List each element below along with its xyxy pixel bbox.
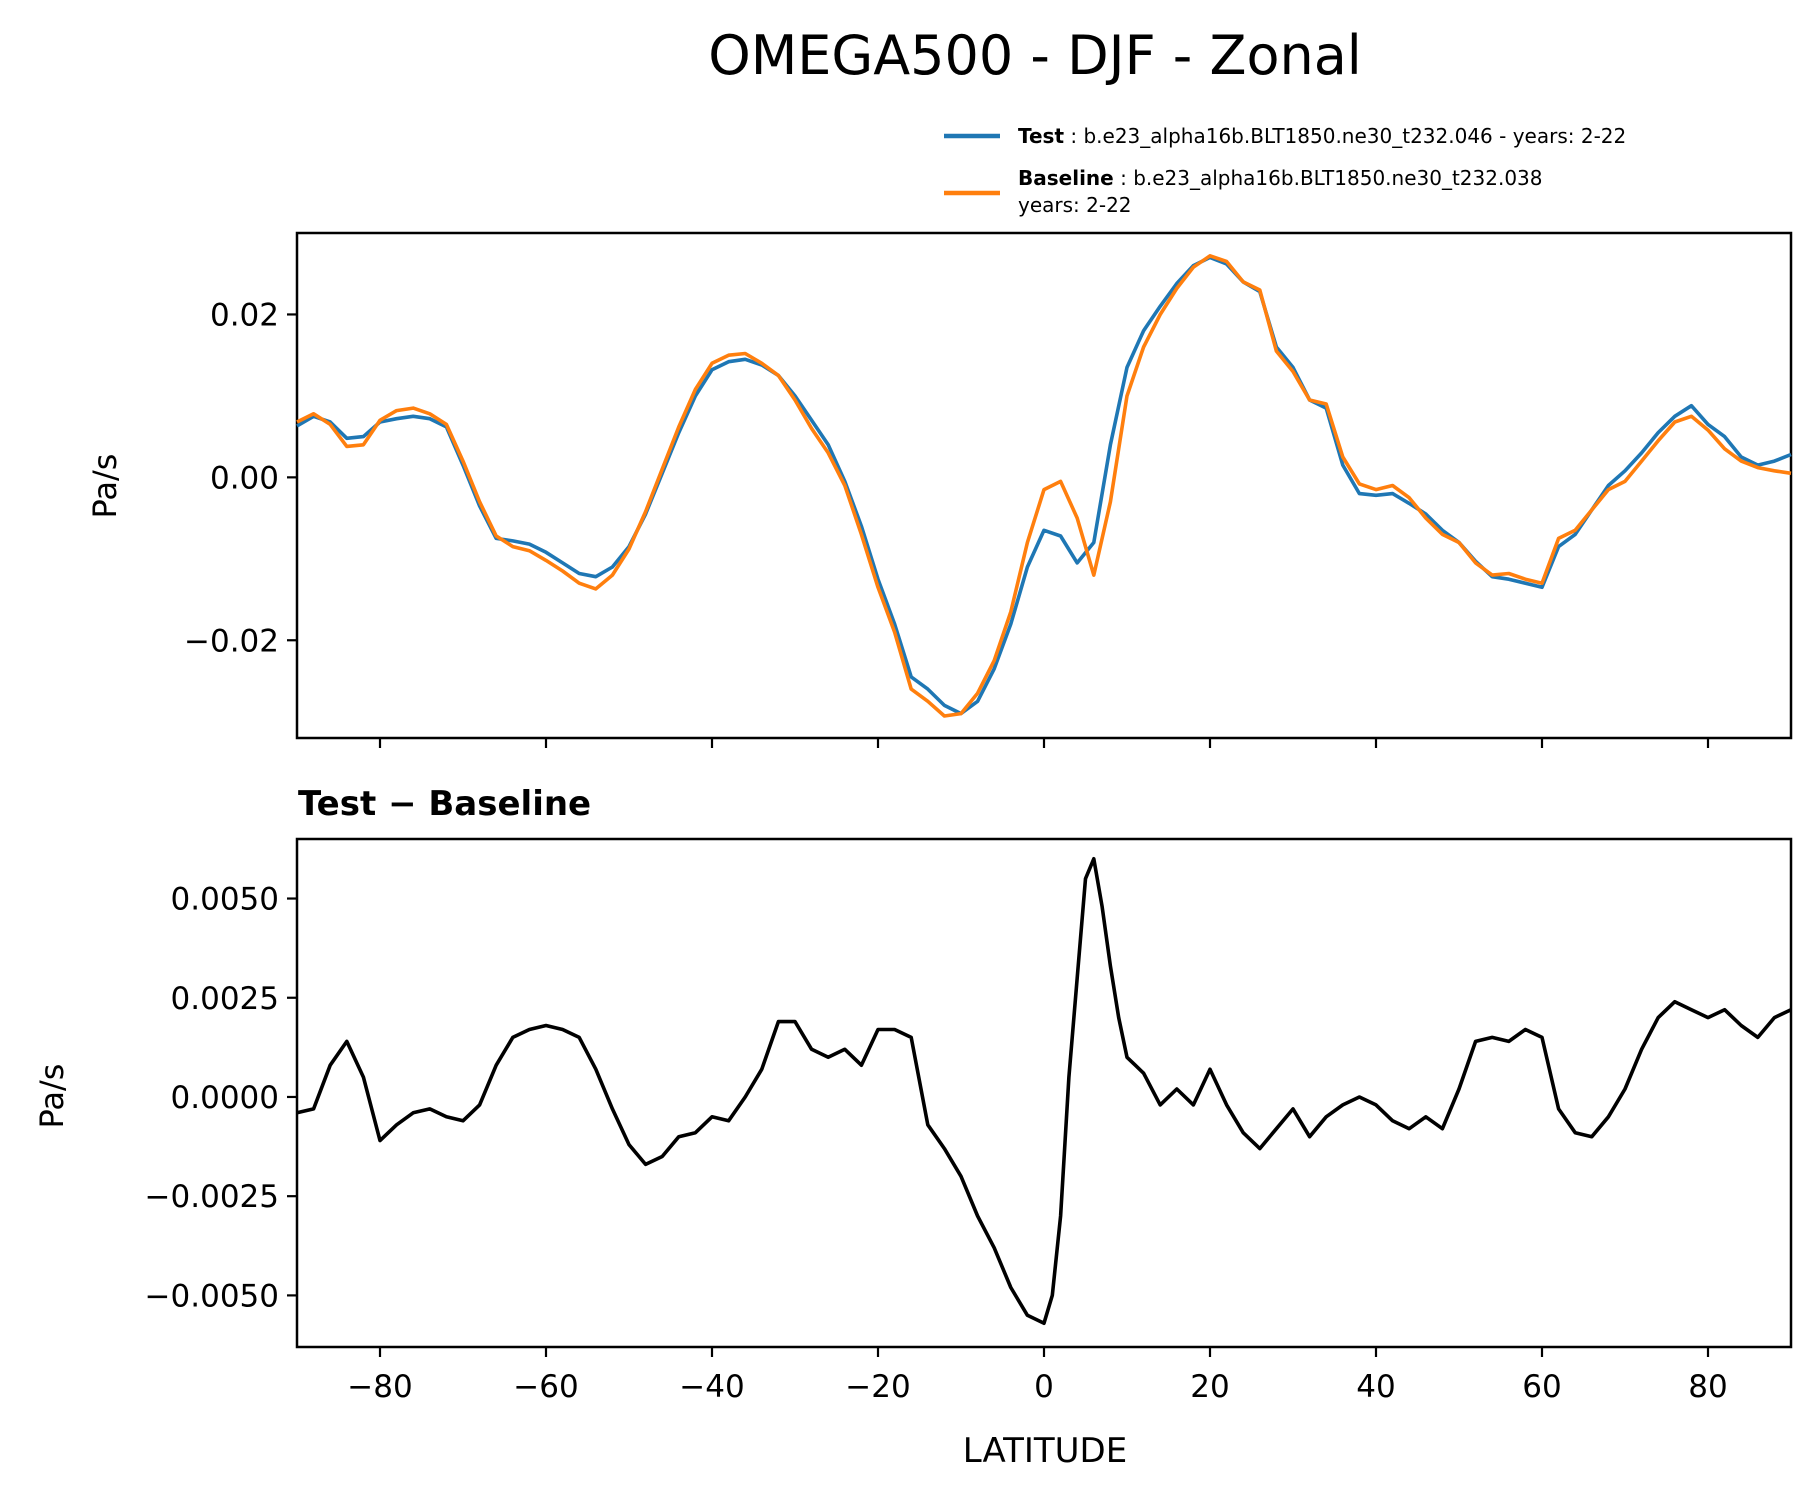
bottom-y-tick-label: 0.0000 <box>171 1080 279 1116</box>
bottom-x-axis: −80 −60 −40 −20 0 20 40 60 80 <box>347 1347 1728 1405</box>
x-axis-label: LATITUDE <box>963 1431 1127 1471</box>
top-panel: −0.02 0.00 0.02 Pa/s <box>86 231 1793 748</box>
bottom-x-tick-label: 80 <box>1688 1369 1727 1405</box>
bottom-y-axis: −0.0050 −0.0025 0.0000 0.0025 0.0050 <box>145 882 297 1314</box>
top-y-tick-label: 0.00 <box>210 460 279 496</box>
bottom-plot-frame <box>295 837 1793 1349</box>
top-y-tick-label: 0.02 <box>210 297 279 333</box>
bottom-x-tick-label: −40 <box>679 1369 744 1405</box>
bottom-x-tick-label: 60 <box>1522 1369 1561 1405</box>
bottom-panel: Test − Baseline −0.0050 −0.0025 0.0000 0.00… <box>33 784 1793 1471</box>
legend-test-label: Test : b.e23_alpha16b.BLT1850.ne30_t232.… <box>1018 124 1626 148</box>
figure-title: OMEGA500 - DJF - Zonal <box>708 24 1362 87</box>
top-y-axis: −0.02 0.00 0.02 <box>184 297 297 659</box>
bottom-x-tick-label: −20 <box>845 1369 910 1405</box>
legend-baseline-years: years: 2-22 <box>1018 193 1132 217</box>
top-series-test <box>296 255 1792 716</box>
bottom-y-tick-label: 0.0050 <box>171 882 279 918</box>
legend-baseline-name: Baseline <box>1018 166 1114 190</box>
legend-baseline-desc: : b.e23_alpha16b.BLT1850.ne30_t232.038 <box>1120 166 1542 190</box>
bottom-y-tick-label: −0.0025 <box>145 1179 279 1215</box>
top-y-tick-label: −0.02 <box>184 623 279 659</box>
bottom-y-label: Pa/s <box>33 1064 71 1129</box>
legend: Test : b.e23_alpha16b.BLT1850.ne30_t232.… <box>944 124 1626 217</box>
bottom-series-test-baseline <box>296 857 1792 1325</box>
legend-test-name: Test <box>1018 124 1064 148</box>
bottom-y-tick-label: −0.0050 <box>145 1278 279 1314</box>
bottom-y-tick-label: 0.0025 <box>171 981 279 1017</box>
bottom-x-tick-label: 0 <box>1034 1369 1054 1405</box>
legend-baseline-label: Baseline : b.e23_alpha16b.BLT1850.ne30_t… <box>1018 166 1543 190</box>
top-x-axis <box>378 738 1710 748</box>
top-y-label: Pa/s <box>86 454 124 519</box>
bottom-panel-title: Test − Baseline <box>298 784 591 824</box>
bottom-x-tick-label: 40 <box>1356 1369 1395 1405</box>
bottom-x-tick-label: 20 <box>1190 1369 1229 1405</box>
bottom-x-tick-label: −80 <box>347 1369 412 1405</box>
legend-test-desc: : b.e23_alpha16b.BLT1850.ne30_t232.046 -… <box>1070 124 1626 148</box>
bottom-x-tick-label: −60 <box>513 1369 578 1405</box>
top-series-baseline <box>296 254 1792 718</box>
top-series <box>296 254 1792 718</box>
top-plot-frame <box>295 231 1793 740</box>
bottom-series <box>296 857 1792 1325</box>
